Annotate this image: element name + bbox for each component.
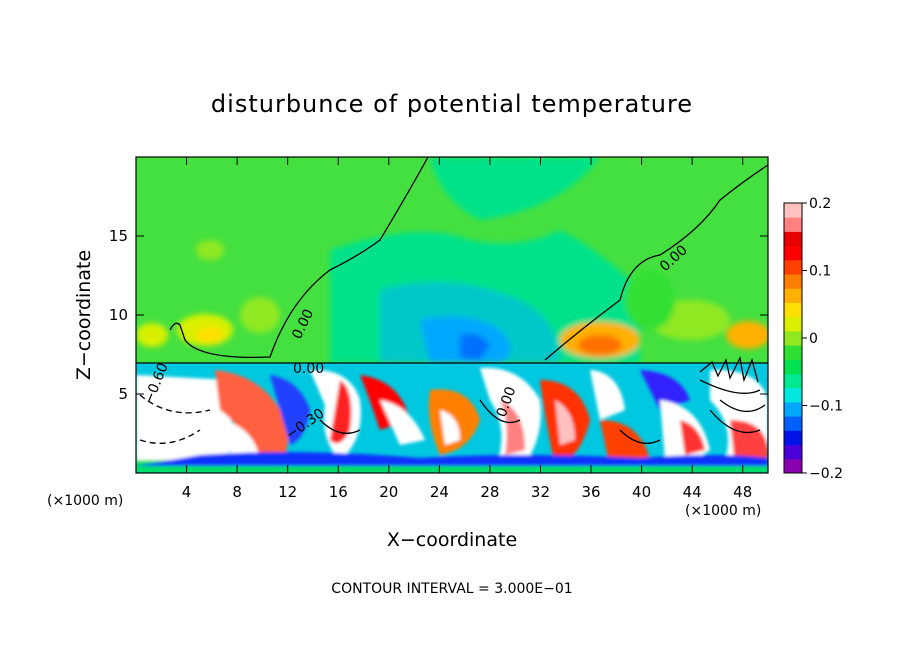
colorbar-swatch [784, 203, 802, 218]
colorbar-swatch [784, 430, 802, 446]
colorbar-tick-label: −0.1 [809, 399, 843, 415]
chart-title: disturbunce of potential temperature [211, 90, 693, 118]
colorbar-swatch [784, 231, 802, 247]
colorbar-swatch [784, 259, 802, 275]
contour-label: 0.00 [293, 361, 324, 377]
colorbar-swatch [784, 316, 802, 332]
colorbar-swatch [784, 444, 802, 460]
colorbar-swatch [784, 217, 802, 232]
x-tick-label: 28 [480, 483, 499, 501]
colorbar: 0.2 0.1 0 −0.1 −0.2 [783, 196, 843, 482]
y-axis-label: Z−coordinate [73, 250, 95, 380]
x-tick-label: 12 [278, 483, 297, 501]
x-tick-label: 44 [683, 483, 702, 501]
x-unit-left: (×1000 m) [47, 493, 123, 509]
x-tick-label: 4 [182, 483, 192, 501]
colorbar-swatch [784, 345, 802, 360]
x-axis: 4 8 12 16 20 24 28 32 36 40 44 48 [182, 157, 752, 501]
x-tick-label: 40 [632, 483, 651, 501]
colorbar-tick-label: −0.2 [809, 466, 843, 482]
x-tick-label: 8 [232, 483, 242, 501]
colorbar-swatch [784, 458, 802, 474]
colorbar-swatch [784, 274, 802, 289]
colorbar-swatch [784, 359, 802, 375]
colorbar-swatch [784, 245, 802, 261]
colorbar-swatch [784, 416, 802, 431]
colorbar-tick-label: 0.1 [809, 264, 831, 280]
plot-area [136, 157, 768, 473]
y-tick-label: 10 [109, 306, 128, 324]
colorbar-tick-label: 0.2 [809, 196, 831, 212]
y-tick-label: 15 [109, 227, 128, 245]
colorbar-swatch [784, 373, 802, 389]
x-unit-right: (×1000 m) [685, 503, 761, 519]
x-tick-label: 24 [430, 483, 449, 501]
contour-interval-note: CONTOUR INTERVAL = 3.000E−01 [331, 581, 572, 597]
colorbar-swatch [784, 401, 802, 417]
lower-layer-turbulence [136, 367, 768, 473]
contour-lines [136, 157, 768, 444]
y-axis: 5 10 15 [109, 227, 768, 403]
colorbar-swatch [784, 288, 802, 303]
x-axis-label: X−coordinate [387, 529, 517, 551]
x-tick-label: 16 [329, 483, 348, 501]
colorbar-swatch [784, 330, 802, 346]
colorbar-swatch [784, 387, 802, 403]
colorbar-tick-label: 0 [809, 331, 818, 347]
y-tick-label: 5 [118, 385, 128, 403]
colorbar-swatch [784, 302, 802, 318]
x-tick-label: 36 [581, 483, 600, 501]
x-tick-label: 48 [733, 483, 752, 501]
x-tick-label: 32 [531, 483, 550, 501]
x-tick-label: 20 [379, 483, 398, 501]
